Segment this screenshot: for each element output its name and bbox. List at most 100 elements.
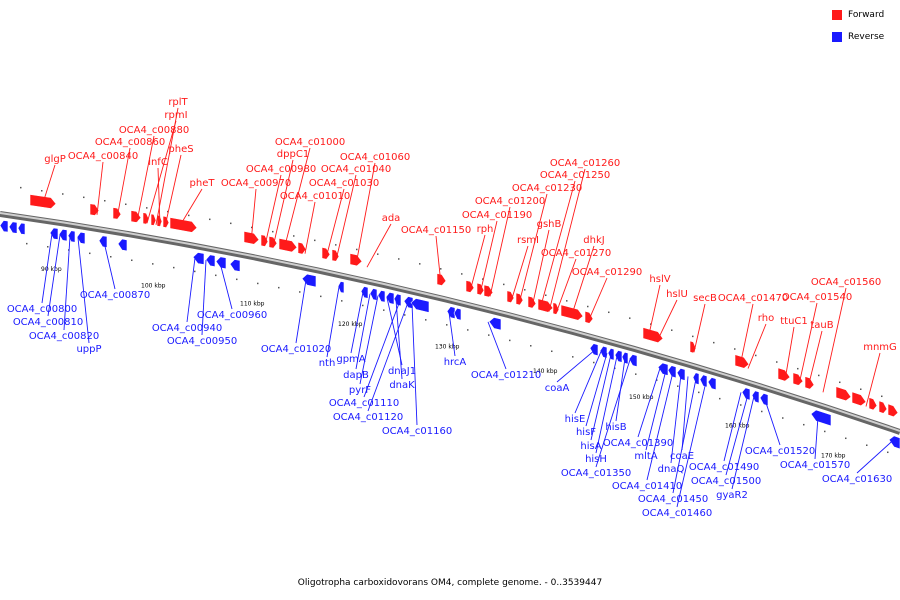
leader-line bbox=[646, 371, 674, 481]
leader-line bbox=[645, 369, 667, 451]
axis-dot bbox=[89, 252, 91, 255]
reverse-gene-arrow bbox=[410, 298, 430, 313]
legend-reverse-label: Reverse bbox=[848, 32, 885, 42]
axis-dot bbox=[188, 214, 190, 217]
forward-gene-arrow bbox=[268, 235, 278, 249]
forward-gene-arrow bbox=[150, 213, 157, 226]
forward-gene-arrow bbox=[552, 302, 560, 315]
reverse-gene-arrow bbox=[360, 286, 369, 299]
forward-gene-label: OCA4_c00860 bbox=[95, 137, 165, 148]
leader-line bbox=[325, 188, 345, 259]
forward-gene-label: OCA4_c01000 bbox=[275, 137, 345, 148]
forward-gene-label: pheT bbox=[190, 178, 216, 189]
axis-dot bbox=[545, 294, 547, 297]
reverse-gene-label: OCA4_c00950 bbox=[167, 336, 237, 347]
leader-line bbox=[146, 120, 177, 224]
reverse-gene-arrow bbox=[98, 235, 108, 248]
leader-line bbox=[367, 302, 409, 412]
leader-line bbox=[681, 376, 689, 451]
axis-dot bbox=[257, 282, 259, 285]
leader-line bbox=[359, 295, 379, 385]
reverse-gene-label: hisH bbox=[585, 454, 607, 465]
leader-line bbox=[295, 279, 307, 344]
leader-line bbox=[63, 236, 71, 331]
forward-gene-label: rsmI bbox=[517, 235, 539, 246]
reverse-gene-label: OCA4_c01110 bbox=[329, 398, 399, 409]
axis-dot bbox=[650, 323, 652, 325]
leader-line bbox=[731, 396, 755, 490]
axis-dot bbox=[146, 207, 148, 209]
axis-dot bbox=[440, 268, 442, 270]
axis-dot bbox=[587, 305, 589, 308]
forward-gene-arrow bbox=[465, 280, 475, 293]
reverse-gene-arrow bbox=[17, 222, 26, 235]
axis-dot bbox=[860, 388, 862, 390]
axis-dot bbox=[776, 361, 778, 363]
axis-dot bbox=[635, 373, 637, 375]
leader-line bbox=[670, 374, 682, 464]
tick-label: 160 kbp bbox=[725, 422, 750, 429]
leader-line bbox=[510, 245, 529, 302]
reverse-gene-arrow bbox=[628, 354, 638, 368]
leader-line bbox=[587, 277, 608, 323]
forward-gene-arrow bbox=[297, 241, 307, 255]
reverse-gene-arrow bbox=[385, 291, 395, 305]
leader-line bbox=[676, 381, 707, 508]
axis-dot bbox=[356, 248, 358, 251]
forward-gene-label: ttuC1 bbox=[780, 316, 808, 327]
axis-dot bbox=[572, 356, 574, 358]
forward-gene-arrow bbox=[560, 304, 584, 321]
leader-line bbox=[647, 284, 661, 339]
axis-dot bbox=[293, 235, 295, 237]
leader-line bbox=[350, 292, 364, 354]
reverse-gene-label: gyaR2 bbox=[716, 490, 748, 501]
axis-dot bbox=[341, 300, 343, 302]
forward-gene-arrow bbox=[527, 295, 537, 309]
leader-line bbox=[363, 300, 401, 398]
legend: Forward Reverse bbox=[832, 8, 892, 52]
leader-line bbox=[693, 303, 706, 353]
reverse-gene-label: OCA4_c01410 bbox=[612, 481, 682, 492]
leader-line bbox=[355, 293, 371, 370]
tick-label: 170 kbp bbox=[821, 453, 846, 460]
axis-dot bbox=[608, 311, 610, 314]
reverse-gene-arrow bbox=[393, 293, 402, 307]
reverse-gene-label: OCA4_c01460 bbox=[642, 508, 712, 519]
axis-dot bbox=[110, 255, 112, 258]
axis-dot bbox=[20, 186, 22, 189]
leader-line bbox=[77, 237, 90, 344]
forward-gene-label: tauB bbox=[810, 320, 833, 331]
forward-gene-label: OCA4_c01290 bbox=[572, 267, 642, 278]
axis-dot bbox=[104, 199, 106, 202]
axis-dot bbox=[509, 339, 511, 342]
reverse-gene-label: dnaJ1 bbox=[388, 366, 416, 377]
forward-gene-label: OCA4_c01030 bbox=[309, 178, 379, 189]
axis-dot bbox=[251, 226, 253, 229]
forward-gene-label: OCA4_c01470 bbox=[718, 293, 788, 304]
axis-dot bbox=[755, 354, 757, 357]
axis-dot bbox=[314, 239, 316, 242]
reverse-gene-label: OCA4_c00820 bbox=[29, 331, 99, 342]
reverse-gene-label: OCA4_c01120 bbox=[333, 412, 403, 423]
tick-label: 120 kbp bbox=[338, 321, 363, 328]
reverse-gene-label: dnaK bbox=[389, 380, 415, 391]
leader-line bbox=[656, 299, 678, 342]
leader-line bbox=[366, 223, 392, 268]
axis-dot bbox=[881, 395, 883, 398]
reverse-gene-label: OCA4_c01160 bbox=[382, 426, 452, 437]
forward-gene-label: mnmG bbox=[863, 342, 897, 353]
axis-dot bbox=[551, 350, 553, 353]
reverse-gene-label: hrcA bbox=[444, 357, 467, 368]
forward-gene-arrow bbox=[835, 386, 852, 402]
leader-line bbox=[386, 297, 403, 366]
leader-line bbox=[395, 299, 403, 380]
axis-dot bbox=[461, 273, 463, 275]
reverse-gene-arrow bbox=[215, 256, 227, 270]
forward-gene-label: glgP bbox=[44, 154, 66, 165]
forward-gene-label: rpmI bbox=[164, 110, 187, 121]
forward-gene-arrow bbox=[349, 253, 363, 267]
leader-line bbox=[865, 352, 881, 407]
leader-line bbox=[41, 233, 53, 304]
reverse-gene-arrow bbox=[810, 409, 832, 427]
leader-line bbox=[272, 159, 294, 248]
